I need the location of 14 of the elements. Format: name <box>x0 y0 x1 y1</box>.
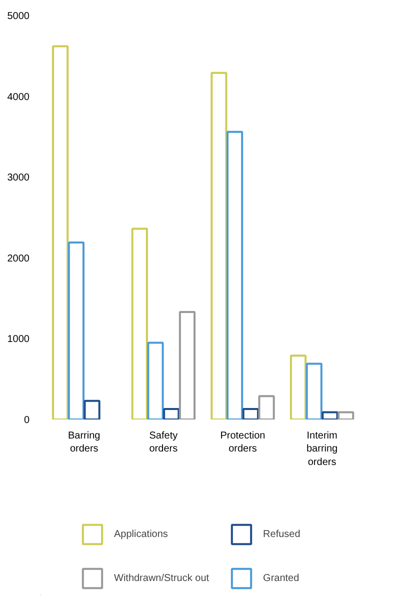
legend-label: Applications <box>114 528 168 540</box>
y-tick-label: 0 <box>24 415 30 426</box>
x-tick-label: Interim barring orders <box>306 430 338 468</box>
y-tick-label: 2000 <box>7 253 30 264</box>
y-tick-label: 3000 <box>7 172 30 184</box>
x-tick-label: Barring orders <box>68 430 100 455</box>
y-tick-label: 5000 <box>7 11 30 22</box>
legend-label: Refused <box>263 528 300 540</box>
y-tick-label: 1000 <box>7 334 30 346</box>
y-tick-label: 4000 <box>7 92 30 103</box>
legend-label: Withdrawn/Struck out <box>114 572 210 584</box>
x-tick-label: Safety orders <box>149 430 178 455</box>
x-tick-label: Protection orders <box>220 430 266 455</box>
legend-label: Granted <box>263 572 300 584</box>
